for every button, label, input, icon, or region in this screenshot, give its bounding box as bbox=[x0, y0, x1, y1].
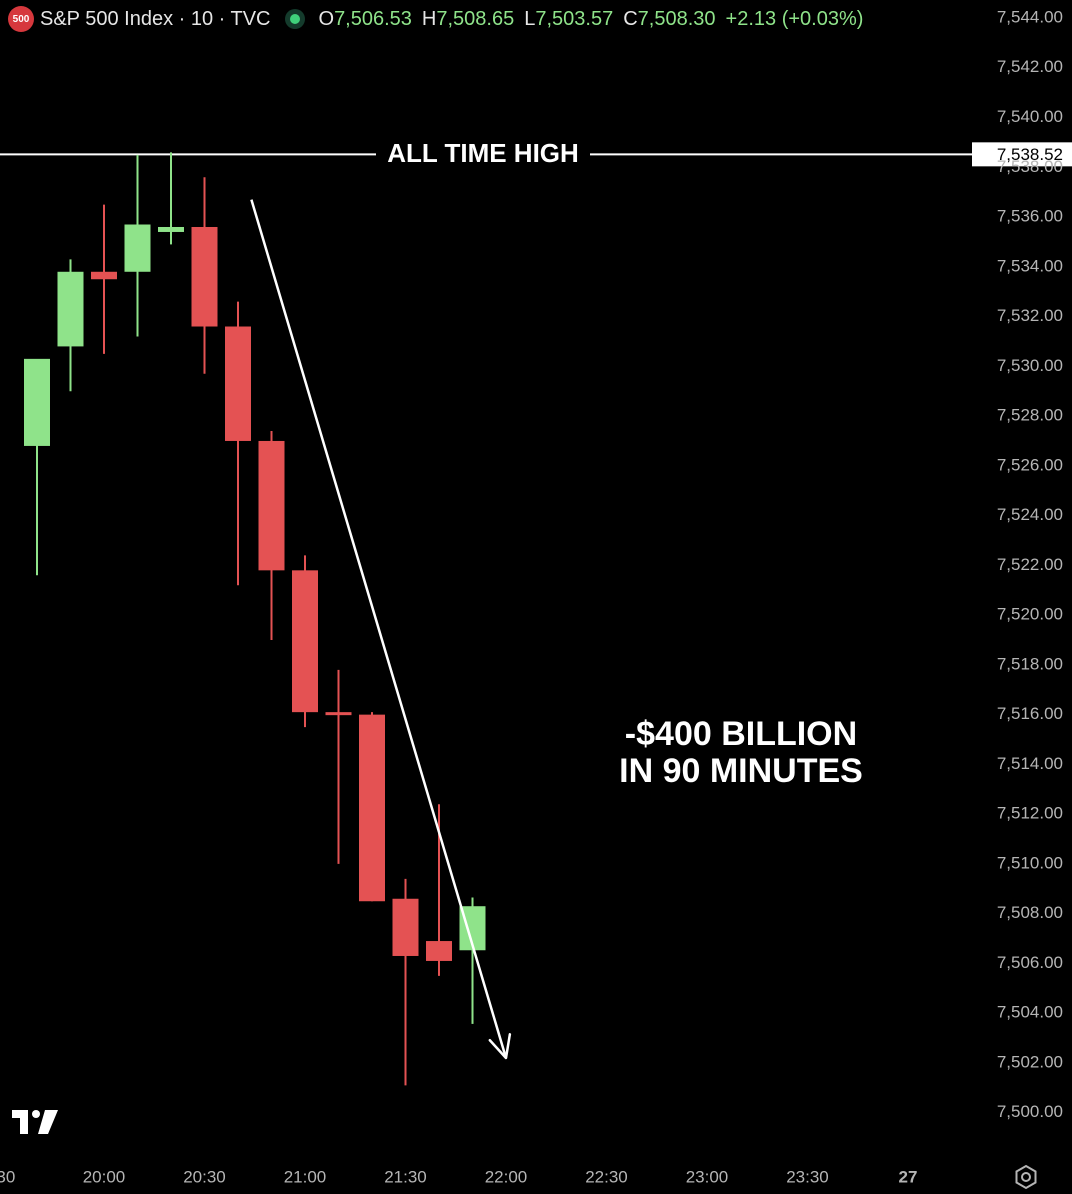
all-time-high-line-group: ALL TIME HIGH 7,538.52 bbox=[0, 138, 1072, 168]
candle-body bbox=[359, 714, 385, 902]
high-key: H bbox=[421, 7, 437, 30]
y-tick-label: 7,516.00 bbox=[997, 704, 1063, 723]
annotation-line: IN 90 MINUTES bbox=[619, 752, 863, 790]
trend-arrow-group bbox=[250, 199, 512, 1060]
candles-group bbox=[24, 152, 486, 1086]
candle-body bbox=[426, 941, 452, 961]
price-axis[interactable]: 7,500.00 7,502.00 7,504.00 7,506.00 7,508.00… bbox=[997, 7, 1063, 1121]
candle-body bbox=[392, 898, 419, 956]
time-axis[interactable]: :30 20:00 20:30 21:00 21:30 22:00 22:30 23:00 23… bbox=[0, 1167, 917, 1186]
y-tick-label: 7,532.00 bbox=[997, 306, 1063, 325]
ath-price-label: 7,538.52 bbox=[997, 145, 1063, 164]
market-status-icon[interactable] bbox=[284, 9, 305, 29]
open-value: 7,506.53 bbox=[334, 7, 412, 30]
y-tick-label: 7,530.00 bbox=[997, 356, 1063, 375]
ath-price-tag bbox=[972, 142, 1072, 167]
y-tick-label: 7,504.00 bbox=[997, 1003, 1063, 1022]
x-tick-label: :30 bbox=[0, 1167, 15, 1186]
y-tick-label: 7,544.00 bbox=[997, 7, 1063, 26]
symbol-title[interactable]: S&P 500 Index · 10 · TVC bbox=[40, 7, 271, 30]
x-tick-label: 22:00 bbox=[485, 1167, 528, 1186]
x-tick-label: 22:30 bbox=[585, 1167, 628, 1186]
x-tick-label: 20:30 bbox=[183, 1167, 226, 1186]
y-tick-label: 7,510.00 bbox=[997, 853, 1063, 872]
y-tick-label: 7,500.00 bbox=[997, 1102, 1063, 1121]
y-tick-label: 7,534.00 bbox=[997, 256, 1063, 275]
y-tick-label: 7,524.00 bbox=[997, 505, 1063, 524]
candle-body bbox=[91, 271, 117, 280]
trend-arrow-head bbox=[488, 1033, 512, 1060]
y-tick-label: 7,542.00 bbox=[997, 57, 1063, 76]
symbol-badge-icon[interactable]: 500 bbox=[8, 6, 34, 32]
candle-body bbox=[158, 226, 184, 232]
close-key: C bbox=[623, 7, 638, 30]
x-tick-label: 23:00 bbox=[686, 1167, 729, 1186]
y-tick-label: 7,502.00 bbox=[997, 1052, 1063, 1071]
x-tick-label: 23:30 bbox=[786, 1167, 829, 1186]
candle-body bbox=[225, 326, 251, 441]
y-tick-label: 7,520.00 bbox=[997, 605, 1063, 624]
y-tick-label: 7,536.00 bbox=[997, 207, 1063, 226]
ath-label: ALL TIME HIGH bbox=[387, 138, 579, 168]
y-tick-label: 7,518.00 bbox=[997, 654, 1063, 673]
high-value: 7,508.65 bbox=[436, 7, 515, 30]
x-tick-label: 21:30 bbox=[384, 1167, 427, 1186]
y-tick-label: 7,508.00 bbox=[997, 903, 1063, 922]
close-value: 7,508.30 bbox=[637, 7, 716, 30]
candle-body bbox=[258, 440, 285, 571]
trend-arrow-line bbox=[250, 199, 508, 1059]
open-key: O bbox=[318, 7, 335, 30]
y-tick-label: 7,506.00 bbox=[997, 953, 1063, 972]
change-value: +2.13 (+0.03%) bbox=[725, 7, 864, 30]
chart-legend: 500 S&P 500 Index · 10 · TVC O 7,506.53 … bbox=[8, 5, 873, 33]
y-tick-label: 7,512.00 bbox=[997, 804, 1063, 823]
annotation-line: -$400 BILLION bbox=[625, 715, 857, 753]
y-tick-label: 7,522.00 bbox=[997, 555, 1063, 574]
settings-gear-icon[interactable] bbox=[1012, 1163, 1040, 1191]
y-tick-label: 7,526.00 bbox=[997, 455, 1063, 474]
candle-body bbox=[191, 226, 218, 327]
y-tick-label: 7,514.00 bbox=[997, 754, 1063, 773]
y-tick-label: 7,540.00 bbox=[997, 107, 1063, 126]
candle-body bbox=[24, 358, 50, 446]
candle-body bbox=[325, 712, 352, 716]
x-tick-label: 27 bbox=[899, 1167, 918, 1186]
y-tick-label: 7,538.00 bbox=[997, 157, 1063, 176]
candle-body bbox=[57, 271, 84, 347]
y-tick-label: 7,528.00 bbox=[997, 406, 1063, 425]
candle-body bbox=[292, 570, 318, 713]
low-key: L bbox=[524, 7, 536, 30]
x-tick-label: 21:00 bbox=[284, 1167, 327, 1186]
x-tick-label: 20:00 bbox=[83, 1167, 126, 1186]
low-value: 7,503.57 bbox=[535, 7, 614, 30]
candle-body bbox=[124, 224, 151, 272]
tradingview-logo-icon[interactable] bbox=[12, 1110, 58, 1134]
